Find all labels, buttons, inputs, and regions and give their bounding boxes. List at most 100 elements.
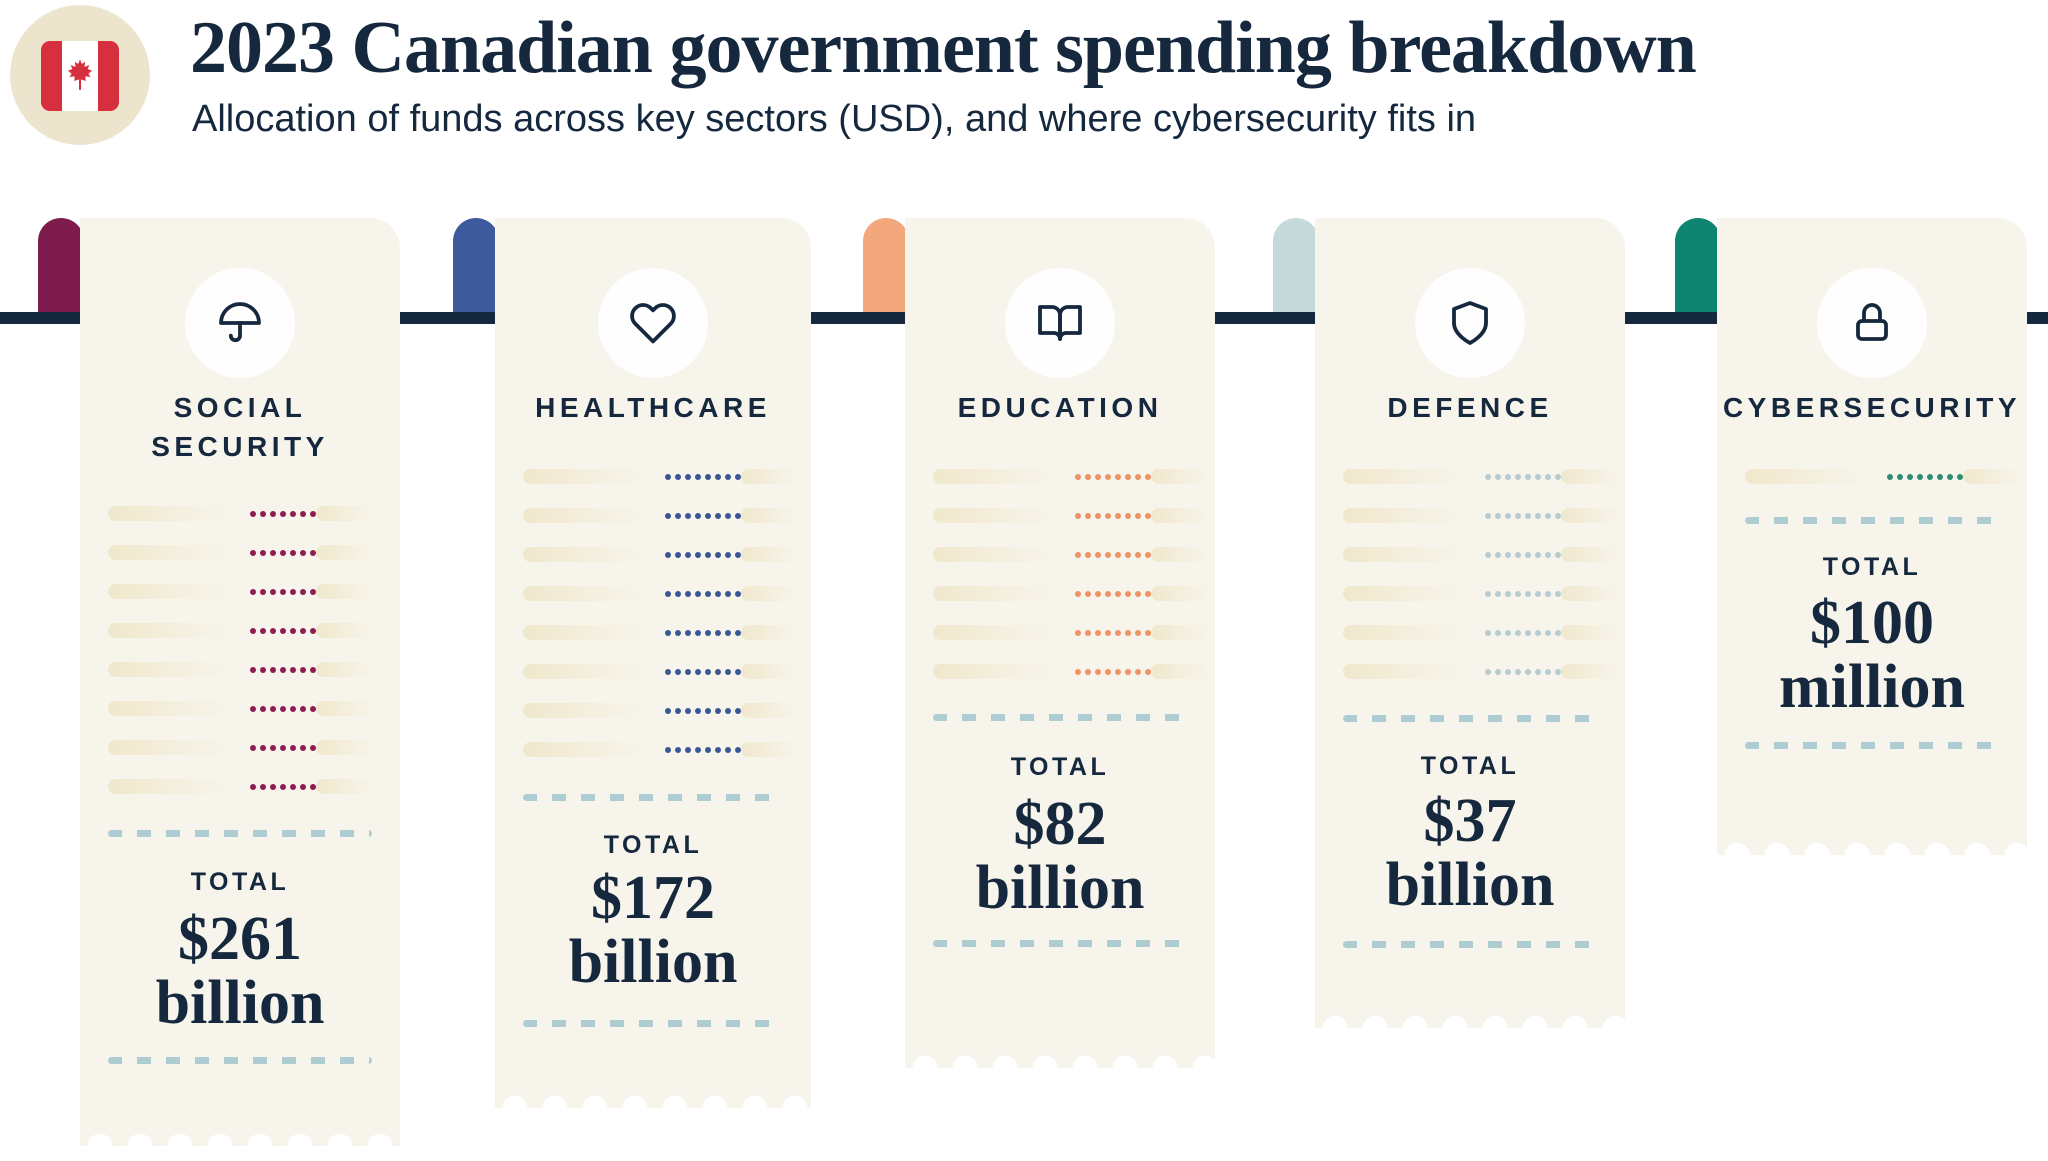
total-amount-value: $261 <box>178 905 302 973</box>
sector-icon-circle <box>598 268 708 378</box>
row-bar-left <box>108 701 230 716</box>
receipt-row <box>1315 547 1625 562</box>
row-bar-right <box>1963 469 2021 484</box>
row-bar-left <box>523 586 645 601</box>
dashed-divider-bottom <box>1745 742 1999 749</box>
dashed-divider-top <box>1745 517 1999 524</box>
receipt-rows <box>1717 469 2027 484</box>
receipt-cybersecurity: CYBERSECURITY TOTAL $100 million <box>1717 218 2027 855</box>
receipt-defence: DEFENCE TOTAL $37 billion <box>1315 218 1625 1028</box>
row-bar-left <box>1343 547 1465 562</box>
row-dots <box>250 549 316 556</box>
row-bar-left <box>108 506 230 521</box>
receipt-row <box>495 703 811 718</box>
sector-label-line: HEALTHCARE <box>535 392 771 423</box>
sector-label-line: CYBERSECURITY <box>1722 392 2022 423</box>
dashed-divider-top <box>933 714 1187 721</box>
sector-icon-circle <box>1005 268 1115 378</box>
row-bar-left <box>523 664 645 679</box>
receipt-row <box>80 779 400 794</box>
receipt-row <box>905 664 1215 679</box>
row-bar-left <box>1343 625 1465 640</box>
receipt-row <box>905 469 1215 484</box>
sector-icon-circle <box>1817 268 1927 378</box>
total-label: TOTAL <box>603 831 703 859</box>
row-bar-left <box>108 545 230 560</box>
row-bar-left <box>1343 664 1465 679</box>
receipt-row <box>905 508 1215 523</box>
receipt-row <box>905 547 1215 562</box>
row-dots <box>665 707 741 714</box>
receipt-row <box>80 506 400 521</box>
total-label: TOTAL <box>190 868 290 896</box>
flag-badge <box>10 5 150 145</box>
row-bar-right <box>316 623 374 638</box>
sector-label: HEALTHCARE <box>495 388 811 427</box>
row-bar-left <box>933 625 1055 640</box>
receipt-tab-cybersecurity <box>1675 218 1721 324</box>
receipt-rows <box>80 506 400 794</box>
row-bar-left <box>933 508 1055 523</box>
receipt-rows <box>905 469 1215 679</box>
row-bar-right <box>1561 664 1619 679</box>
sector-label-line: SECURITY <box>151 431 329 462</box>
row-dots <box>1485 551 1561 558</box>
row-bar-right <box>1151 586 1209 601</box>
receipt-row <box>80 662 400 677</box>
receipt-tab-defence <box>1273 218 1319 324</box>
receipt-row <box>80 545 400 560</box>
row-dots <box>250 783 316 790</box>
total-amount-value: $100 <box>1810 589 1934 657</box>
row-bar-right <box>741 508 799 523</box>
row-bar-right <box>741 742 799 757</box>
row-bar-left <box>523 547 645 562</box>
sector-label: EDUCATION <box>905 388 1215 427</box>
row-bar-left <box>933 586 1055 601</box>
row-bar-right <box>1151 508 1209 523</box>
umbrella-icon <box>219 302 261 343</box>
total-amount: $37 billion <box>1315 789 1625 917</box>
row-bar-right <box>1561 469 1619 484</box>
row-dots <box>250 666 316 673</box>
receipt-row <box>495 742 811 757</box>
row-bar-right <box>316 506 374 521</box>
sector-label-line: SOCIAL <box>173 392 307 423</box>
sector-label: CYBERSECURITY <box>1717 388 2027 427</box>
receipt-row <box>80 623 400 638</box>
row-dots <box>1075 629 1151 636</box>
row-bar-left <box>523 625 645 640</box>
receipt-row <box>495 547 811 562</box>
row-dots <box>250 744 316 751</box>
receipt-row <box>1315 664 1625 679</box>
total-amount-value: $82 <box>1013 790 1107 858</box>
row-bar-left <box>933 664 1055 679</box>
receipt-rows <box>1315 469 1625 679</box>
row-dots <box>1075 668 1151 675</box>
receipt-row <box>80 740 400 755</box>
total-amount-unit: billion <box>975 854 1145 922</box>
row-bar-right <box>316 545 374 560</box>
row-dots <box>1485 668 1561 675</box>
receipt-row <box>1315 469 1625 484</box>
row-bar-right <box>741 625 799 640</box>
row-bar-right <box>316 701 374 716</box>
row-dots <box>665 629 741 636</box>
row-bar-right <box>1151 547 1209 562</box>
receipt-rows <box>495 469 811 757</box>
receipt-row <box>1315 508 1625 523</box>
row-bar-right <box>741 586 799 601</box>
row-bar-right <box>1151 664 1209 679</box>
row-dots <box>250 510 316 517</box>
row-bar-right <box>741 703 799 718</box>
row-bar-right <box>741 547 799 562</box>
row-bar-left <box>1343 469 1465 484</box>
row-bar-left <box>1343 508 1465 523</box>
open-book-icon <box>1038 305 1082 341</box>
dashed-divider-bottom <box>933 940 1187 947</box>
sector-label-line: DEFENCE <box>1387 392 1553 423</box>
row-dots <box>1075 473 1151 480</box>
row-bar-right <box>316 662 374 677</box>
row-dots <box>250 588 316 595</box>
flag-red-band <box>98 41 119 111</box>
